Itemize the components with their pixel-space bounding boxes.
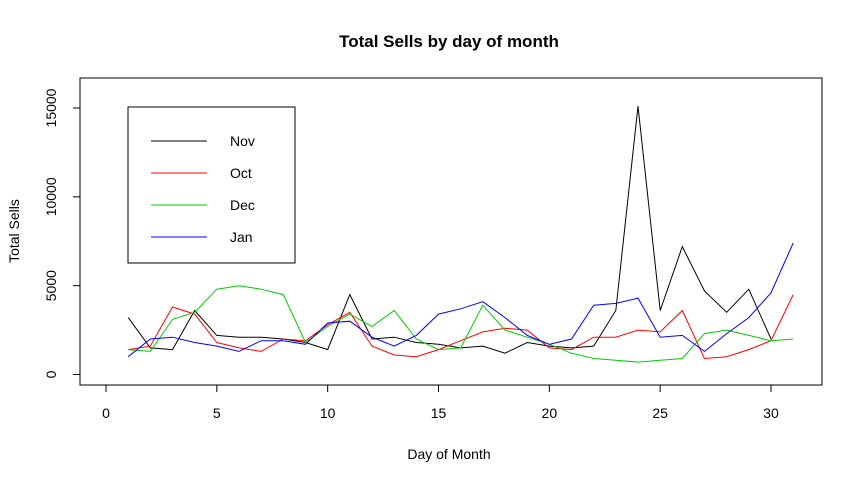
series-line-dec: [128, 285, 794, 363]
legend: Nov Oct Dec Jan: [127, 106, 296, 264]
x-tick-label: 30: [763, 405, 779, 421]
series-line-nov: [127, 106, 772, 354]
legend-label-dec: Dec: [230, 197, 255, 213]
legend-label-oct: Oct: [230, 165, 252, 181]
chart-title: Total Sells by day of month: [339, 32, 559, 51]
legend-box: [127, 106, 296, 264]
y-tick-label: 15000: [43, 88, 59, 127]
y-axis: 0 5000 10000 15000: [43, 88, 81, 378]
x-tick-label: 0: [102, 405, 110, 421]
legend-label-jan: Jan: [230, 229, 253, 245]
y-tick-label: 0: [43, 370, 59, 378]
series-line-jan: [127, 242, 794, 358]
x-tick-label: 20: [542, 405, 558, 421]
x-axis-label: Day of Month: [407, 446, 490, 462]
x-tick-label: 10: [320, 405, 336, 421]
x-tick-label: 5: [213, 405, 221, 421]
y-axis-label: Total Sells: [6, 199, 22, 263]
y-tick-label: 5000: [43, 270, 59, 301]
series-layer: [127, 106, 794, 363]
series-line-oct: [128, 294, 794, 360]
y-tick-label: 10000: [43, 177, 59, 216]
x-tick-label: 15: [431, 405, 447, 421]
x-tick-label: 25: [652, 405, 668, 421]
legend-label-nov: Nov: [230, 133, 255, 149]
x-axis: 0 5 10 15 20 25 30: [102, 384, 779, 421]
